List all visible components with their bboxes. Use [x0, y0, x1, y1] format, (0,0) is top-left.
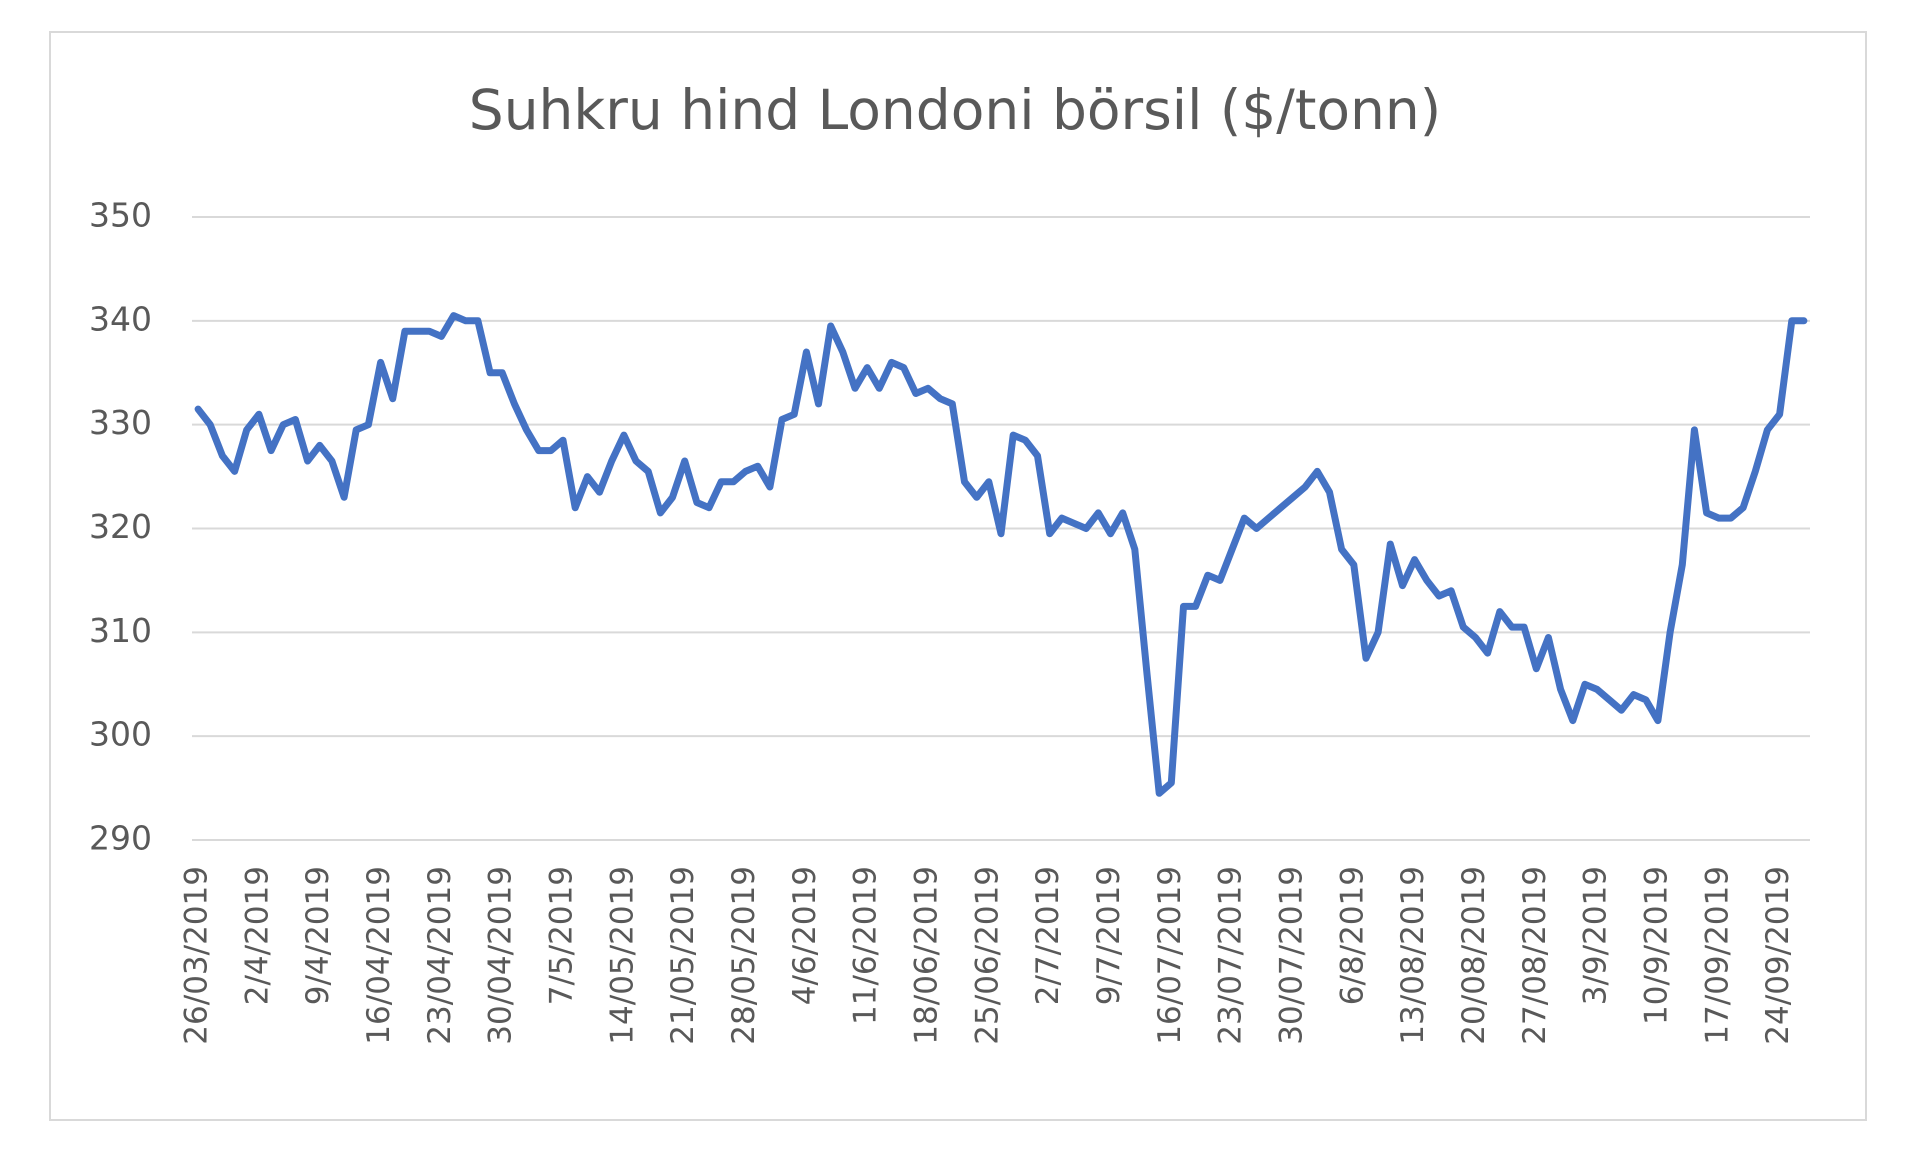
x-tick-label: 16/07/2019	[1152, 866, 1188, 1045]
y-tick-label: 290	[89, 819, 152, 858]
x-tick-label: 28/05/2019	[726, 866, 762, 1045]
price-line	[194, 312, 1808, 797]
x-tick-label: 27/08/2019	[1517, 866, 1553, 1045]
x-tick-label: 30/04/2019	[483, 866, 519, 1045]
y-tick-label: 310	[89, 611, 152, 650]
x-tick-label: 24/09/2019	[1760, 866, 1796, 1045]
y-tick-label: 350	[89, 196, 152, 235]
chart-title: Suhkru hind Londoni börsil ($/tonn)	[469, 78, 1441, 142]
x-tick-label: 11/6/2019	[848, 866, 884, 1025]
y-tick-label: 320	[89, 507, 152, 546]
x-tick-label: 18/06/2019	[909, 866, 945, 1045]
x-tick-label: 23/04/2019	[422, 866, 458, 1045]
x-tick-label: 6/8/2019	[1334, 866, 1370, 1005]
x-tick-label: 9/4/2019	[300, 866, 336, 1005]
x-tick-label: 2/4/2019	[239, 866, 275, 1005]
y-tick-label: 340	[89, 299, 152, 338]
x-tick-label: 4/6/2019	[787, 866, 823, 1005]
chart-frame	[49, 31, 1867, 1121]
x-tick-label: 14/05/2019	[604, 866, 640, 1045]
y-tick-label: 300	[89, 715, 152, 754]
x-tick-label: 17/09/2019	[1699, 866, 1735, 1045]
x-tick-label: 26/03/2019	[179, 866, 215, 1045]
x-tick-label: 20/08/2019	[1456, 866, 1492, 1045]
x-tick-label: 16/04/2019	[361, 866, 397, 1045]
x-tick-label: 2/7/2019	[1030, 866, 1066, 1005]
x-tick-label: 25/06/2019	[969, 866, 1005, 1045]
x-tick-label: 30/07/2019	[1273, 866, 1309, 1045]
x-tick-label: 13/08/2019	[1395, 866, 1431, 1045]
x-tick-label: 3/9/2019	[1578, 866, 1614, 1005]
x-tick-label: 7/5/2019	[544, 866, 580, 1005]
x-tick-label: 9/7/2019	[1091, 866, 1127, 1005]
x-tick-label: 23/07/2019	[1213, 866, 1249, 1045]
y-tick-label: 330	[89, 403, 152, 442]
x-tick-label: 10/9/2019	[1638, 866, 1674, 1025]
x-tick-label: 21/05/2019	[665, 866, 701, 1045]
